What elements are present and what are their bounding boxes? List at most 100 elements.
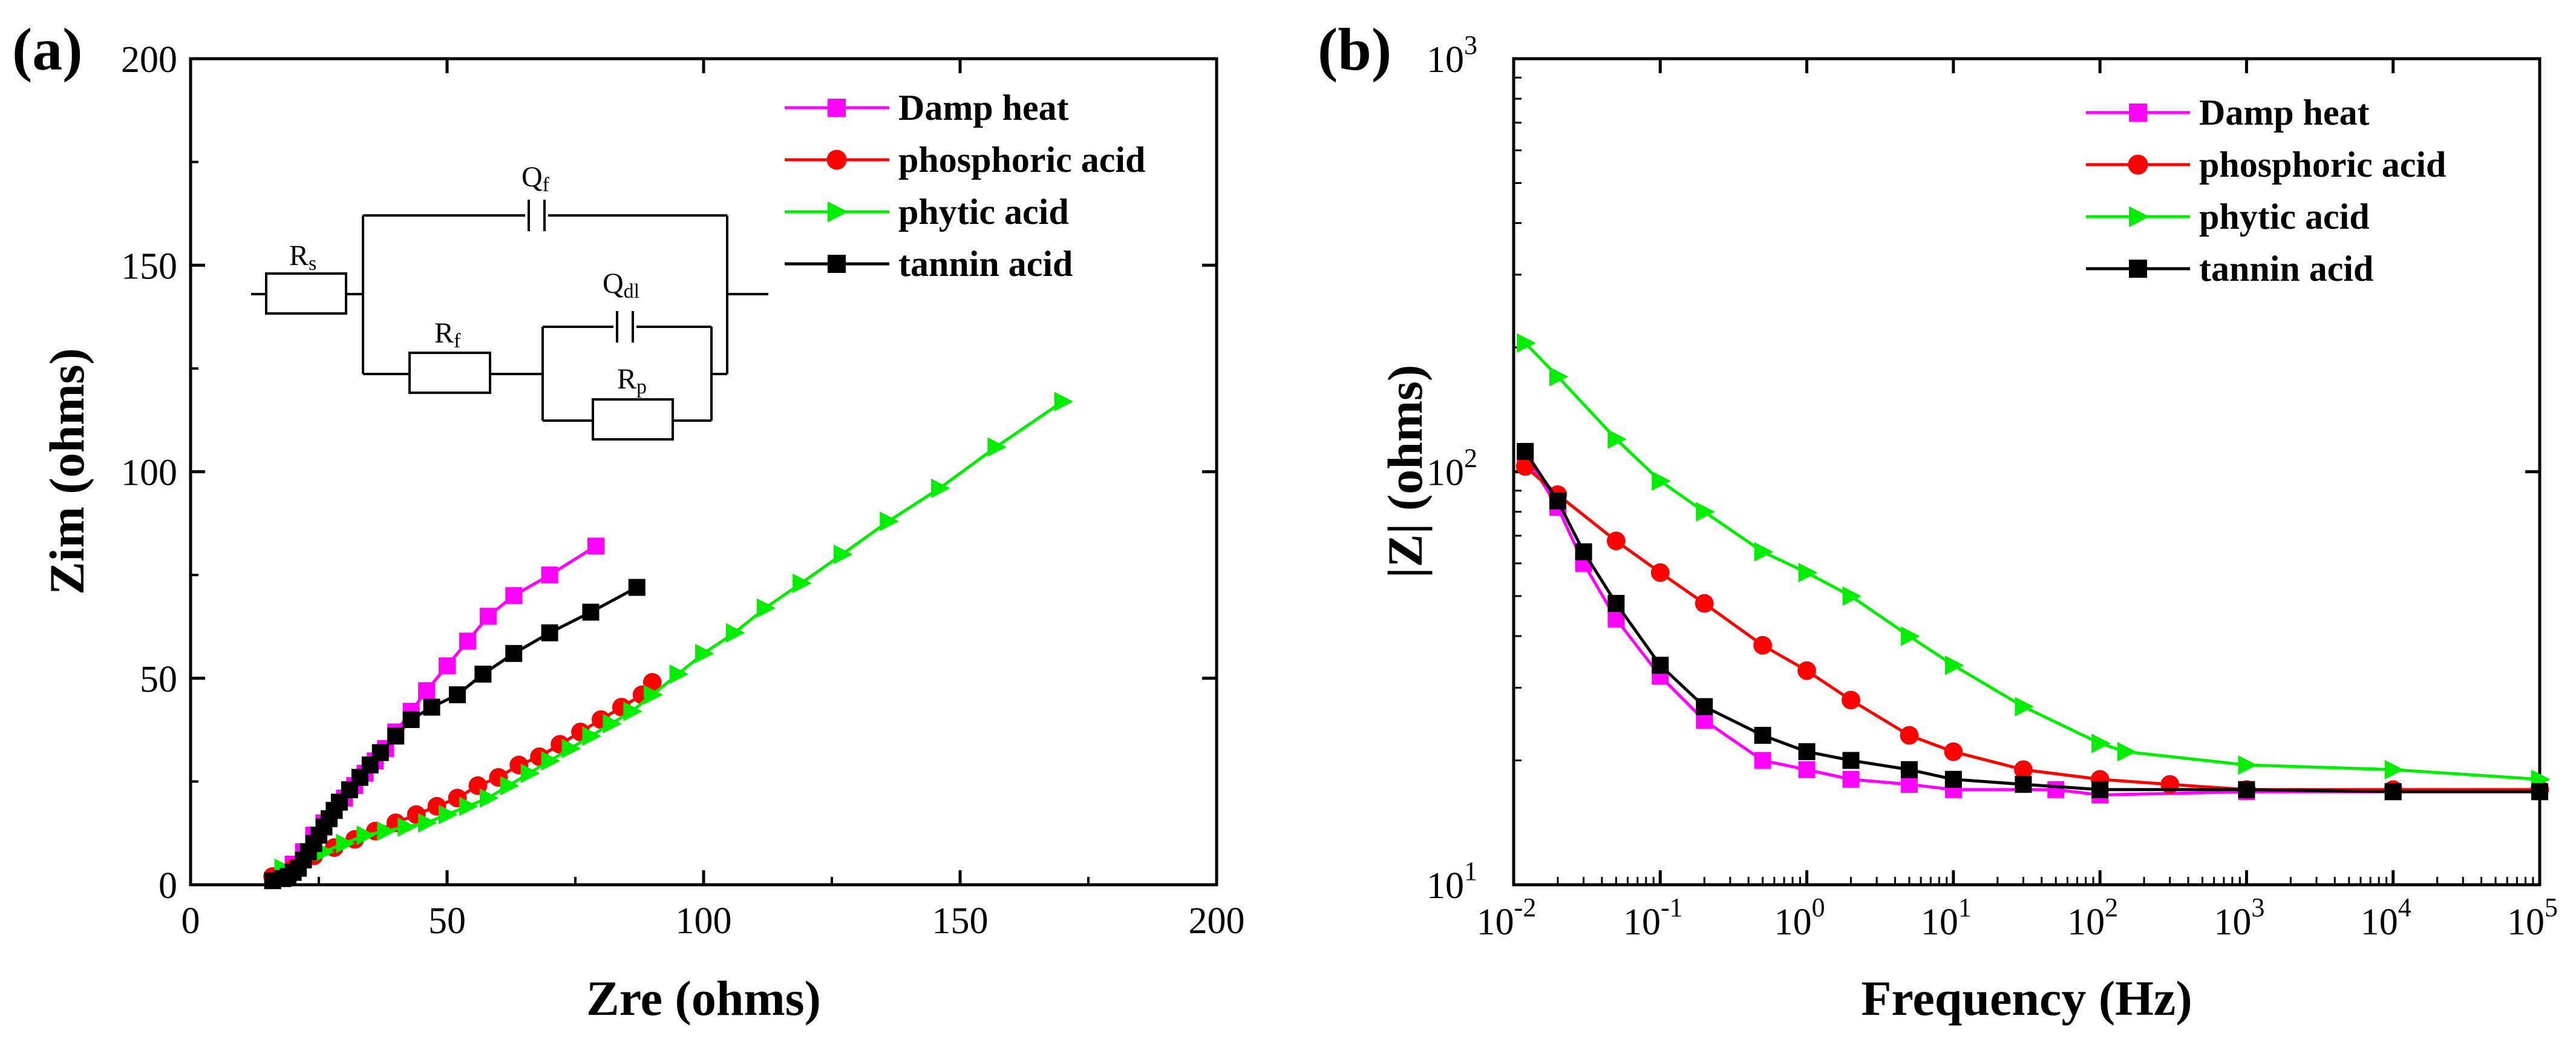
panel-a-legend-label: tannin acid bbox=[898, 244, 1073, 284]
panel-b-x-tick-label: 102 bbox=[2067, 893, 2118, 943]
panel-a-series-2 bbox=[274, 392, 1074, 878]
panel-a-data-point bbox=[397, 817, 417, 837]
panel-b-data-point bbox=[1900, 726, 1919, 745]
panel-b-data-point bbox=[1696, 698, 1713, 715]
panel-a-data-point bbox=[695, 643, 714, 663]
panel-b-series-line bbox=[1524, 341, 2540, 781]
panel-a-y-tick-label: 200 bbox=[121, 39, 177, 80]
panel-b-data-point bbox=[2014, 760, 2033, 779]
panel-a-data-point bbox=[474, 665, 492, 683]
panel-a-data-point bbox=[336, 833, 355, 853]
panel-b-data-point bbox=[2238, 781, 2255, 798]
rf-label: Rf bbox=[434, 317, 461, 352]
panel-b-chart: (b) 10-2 10-1 100 101 102 103 104 105101102103 … bbox=[1318, 16, 2558, 1026]
panel-b-data-point bbox=[2047, 781, 2065, 798]
panel-a-data-point bbox=[833, 544, 853, 565]
panel-a-data-point bbox=[669, 664, 689, 684]
panel-a-data-point bbox=[479, 608, 497, 625]
panel-a-data-point bbox=[931, 478, 950, 498]
panel-b-data-point bbox=[1944, 655, 1964, 675]
panel-a-data-point bbox=[500, 776, 520, 796]
rs-resistor bbox=[265, 272, 347, 315]
panel-b-data-point bbox=[1517, 333, 1536, 353]
panel-a-data-point bbox=[439, 804, 458, 825]
panel-a-data-point bbox=[541, 624, 558, 641]
panel-b-data-point bbox=[1842, 770, 1860, 788]
panel-a-data-point bbox=[561, 738, 581, 758]
panel-b-data-point bbox=[1650, 563, 1670, 582]
panel-a-data-point bbox=[725, 623, 745, 643]
panel-b-y-axis-title: |Z| (ohms) bbox=[1378, 365, 1433, 579]
panel-a-y-tick-label: 150 bbox=[121, 246, 177, 287]
panel-b-data-point bbox=[1696, 502, 1715, 522]
panel-a-data-point bbox=[582, 603, 600, 621]
panel-b-data-point bbox=[2015, 697, 2034, 717]
panel-a-legend: Damp heat phosphoric acid phytic acid tanni… bbox=[785, 88, 1145, 284]
panel-a-data-point bbox=[505, 645, 523, 662]
panel-b-x-tick-label: 10-2 bbox=[1477, 893, 1537, 943]
panel-b-x-axis-title: Frequency (Hz) bbox=[1861, 971, 2192, 1026]
panel-a-data-point bbox=[418, 682, 436, 700]
panel-b-y-tick-label: 102 bbox=[1427, 444, 1477, 494]
panel-a-data-point bbox=[505, 587, 523, 605]
panel-b-y-tick-label: 103 bbox=[1427, 30, 1477, 80]
panel-a-data-point bbox=[356, 825, 376, 845]
panel-a-data-point bbox=[479, 788, 499, 808]
panel-b-x-tick-label: 105 bbox=[2507, 893, 2558, 943]
panel-a-data-point bbox=[603, 713, 622, 733]
panel-b-series-line bbox=[1524, 453, 2540, 797]
panel-b-y-tick-label: 101 bbox=[1427, 856, 1477, 907]
panel-a-data-point bbox=[628, 579, 646, 596]
panel-b-data-point bbox=[2091, 781, 2109, 798]
panel-b-data-point bbox=[2531, 783, 2548, 801]
panel-b-legend-label: phosphoric acid bbox=[2199, 145, 2446, 185]
panel-a-series-line bbox=[282, 400, 1064, 870]
panel-a-legend-marker bbox=[828, 99, 846, 117]
panel-a-data-point bbox=[1054, 392, 1074, 412]
panel-a-legend-label: Damp heat bbox=[898, 88, 1069, 128]
panel-b-data-point bbox=[1517, 442, 1534, 460]
panel-b-data-point bbox=[1515, 457, 1535, 476]
panel-b-x-tick-label: 10-1 bbox=[1623, 893, 1683, 943]
panel-a-x-tick-label: 200 bbox=[1189, 900, 1245, 942]
qdl-label: Qdl bbox=[603, 267, 639, 303]
panel-b-label: (b) bbox=[1318, 16, 1391, 83]
panel-a-y-tick-label: 100 bbox=[121, 453, 177, 494]
panel-b-data-point bbox=[1549, 367, 1569, 387]
panel-b-data-point bbox=[1754, 752, 1771, 769]
panel-b-data-point bbox=[1842, 586, 1862, 606]
panel-b-legend: Damp heat phosphoric acid phytic acid tanni… bbox=[2086, 93, 2446, 289]
panel-b-legend-marker bbox=[2128, 154, 2148, 175]
panel-b-data-point bbox=[1900, 626, 1920, 646]
panel-a-legend-marker bbox=[826, 149, 847, 170]
panel-a-data-point bbox=[582, 726, 601, 746]
panel-b-legend-marker bbox=[2129, 206, 2149, 228]
panel-a-data-point bbox=[387, 727, 405, 745]
panel-b-data-point bbox=[1753, 635, 1773, 655]
panel-b-data-point bbox=[1797, 661, 1816, 680]
panel-a-x-tick-label: 0 bbox=[181, 900, 200, 942]
rp-label: Rp bbox=[617, 363, 647, 398]
panel-b-data-point bbox=[1606, 531, 1626, 551]
panel-b-data-point bbox=[1944, 742, 1963, 761]
panel-b-data-point bbox=[1695, 594, 1714, 613]
rf-resistor bbox=[408, 352, 491, 394]
panel-a-data-point bbox=[644, 684, 663, 705]
panel-b-x-tick-label: 104 bbox=[2361, 893, 2411, 943]
panel-a-data-point bbox=[459, 632, 476, 650]
panel-b-data-point bbox=[2117, 741, 2137, 762]
panel-a-data-point bbox=[756, 598, 776, 618]
panel-a-data-point bbox=[520, 763, 540, 783]
panel-b-legend-label: tannin acid bbox=[2199, 249, 2373, 289]
panel-b-data-point bbox=[1754, 727, 1771, 744]
panel-b-data-point bbox=[1652, 657, 1669, 674]
panel-b-series-line bbox=[1524, 465, 2540, 792]
panel-b-data-point bbox=[1798, 761, 1816, 778]
panel-b-series-2 bbox=[1517, 333, 2551, 789]
panel-b-data-point bbox=[1900, 776, 1918, 793]
panel-b-data-point bbox=[2238, 755, 2257, 775]
panel-a-data-point bbox=[987, 437, 1007, 457]
panel-b-data-point bbox=[2091, 733, 2111, 753]
panel-a-data-point bbox=[402, 711, 420, 728]
